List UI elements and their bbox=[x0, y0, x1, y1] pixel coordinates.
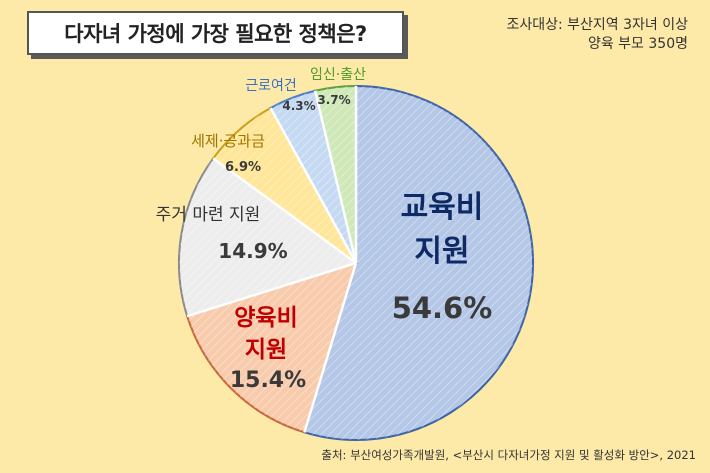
slice-value-4: 6.9% bbox=[225, 160, 261, 175]
pie-slice-texture-1 bbox=[304, 86, 533, 441]
slice-value-3: 14.9% bbox=[218, 239, 287, 263]
pie-slice-texture-5 bbox=[270, 90, 356, 263]
pie-separator-3 bbox=[186, 261, 357, 318]
slice-label-1-line-1: 교육비 bbox=[401, 190, 484, 225]
source-note: 출처: 부산여성가족개발원, <부산시 다자녀가정 지원 및 활성화 방안>, … bbox=[321, 448, 696, 462]
slice-label-1-line-2: 지원 bbox=[414, 234, 469, 269]
survey-info: 조사대상: 부산지역 3자녀 이상 양육 부모 350명 bbox=[506, 16, 688, 54]
slice-label-6-line-1: 임신·출산 bbox=[310, 67, 366, 83]
slice-label-3-line-1: 주거 마련 지원 bbox=[156, 205, 261, 225]
slice-value-2: 15.4% bbox=[230, 368, 306, 393]
slice-value-5: 4.3% bbox=[282, 99, 315, 113]
slice-label-4-line-1: 세제·공과금 bbox=[191, 132, 265, 150]
pie-slice-texture-2 bbox=[187, 263, 356, 433]
chart-title: 다자녀 가정에 가장 필요한 정책은? bbox=[27, 11, 404, 55]
slice-label-2-line-2: 지원 bbox=[245, 337, 287, 363]
pie-separator-6 bbox=[313, 90, 358, 264]
slice-label-5-line-1: 근로여건 bbox=[245, 78, 297, 94]
slice-value-6: 3.7% bbox=[317, 93, 350, 107]
pie-separator-5 bbox=[269, 107, 358, 264]
survey-info-line2: 양육 부모 350명 bbox=[587, 36, 688, 52]
slice-value-1: 54.6% bbox=[392, 291, 493, 325]
pie-slice-texture-4 bbox=[213, 107, 356, 263]
slice-label-2-line-1: 양육비 bbox=[234, 305, 297, 331]
pie-separator-2 bbox=[303, 262, 358, 433]
survey-info-line1: 조사대상: 부산지역 3자녀 이상 bbox=[506, 17, 688, 33]
pie-separator-4 bbox=[212, 157, 357, 265]
